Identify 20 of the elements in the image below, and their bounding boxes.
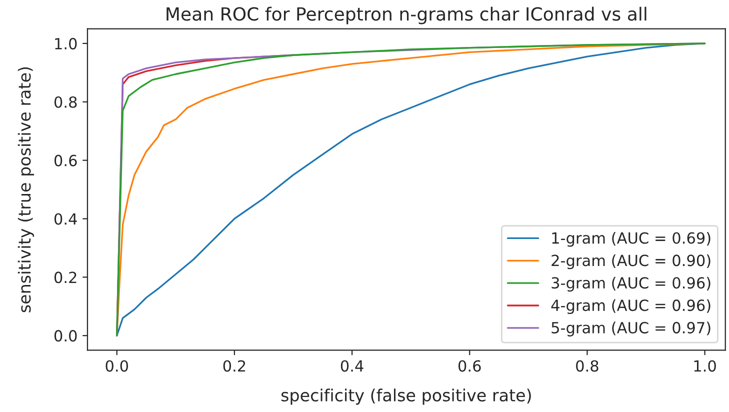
y-tick-label: 1.0 — [55, 38, 77, 50]
y-axis-title: sensitivity (true positive rate) — [18, 67, 34, 312]
x-tick-label: 0.6 — [458, 360, 481, 372]
y-tick-label: 0.2 — [54, 272, 76, 284]
chart-title: Mean ROC for Perceptron n-grams char IConrad vs all — [166, 6, 646, 24]
legend-label: 2-gram (AUC = 0.90) — [552, 254, 710, 270]
legend-label: 3-gram (AUC = 0.96) — [552, 276, 710, 292]
y-tick-label: 0.6 — [54, 154, 77, 166]
legend-label: 1-gram (AUC = 0.69) — [552, 232, 710, 247]
x-tick-label: 1.0 — [694, 360, 716, 372]
x-axis-title: specificity (false positive rate) — [281, 388, 531, 405]
y-tick-label: 0.0 — [54, 330, 77, 342]
x-tick-label: 0.8 — [576, 360, 598, 372]
x-tick-label: 0.2 — [223, 360, 246, 372]
legend-label: 4-gram (AUC = 0.96) — [551, 299, 710, 314]
x-tick-label: 0.0 — [106, 360, 128, 372]
legend-label: 5-gram (AUC = 0.97) — [552, 322, 710, 336]
x-tick-label: 0.4 — [340, 360, 364, 372]
y-tick-label: 0.8 — [54, 96, 77, 108]
y-tick-label: 0.4 — [54, 213, 77, 225]
